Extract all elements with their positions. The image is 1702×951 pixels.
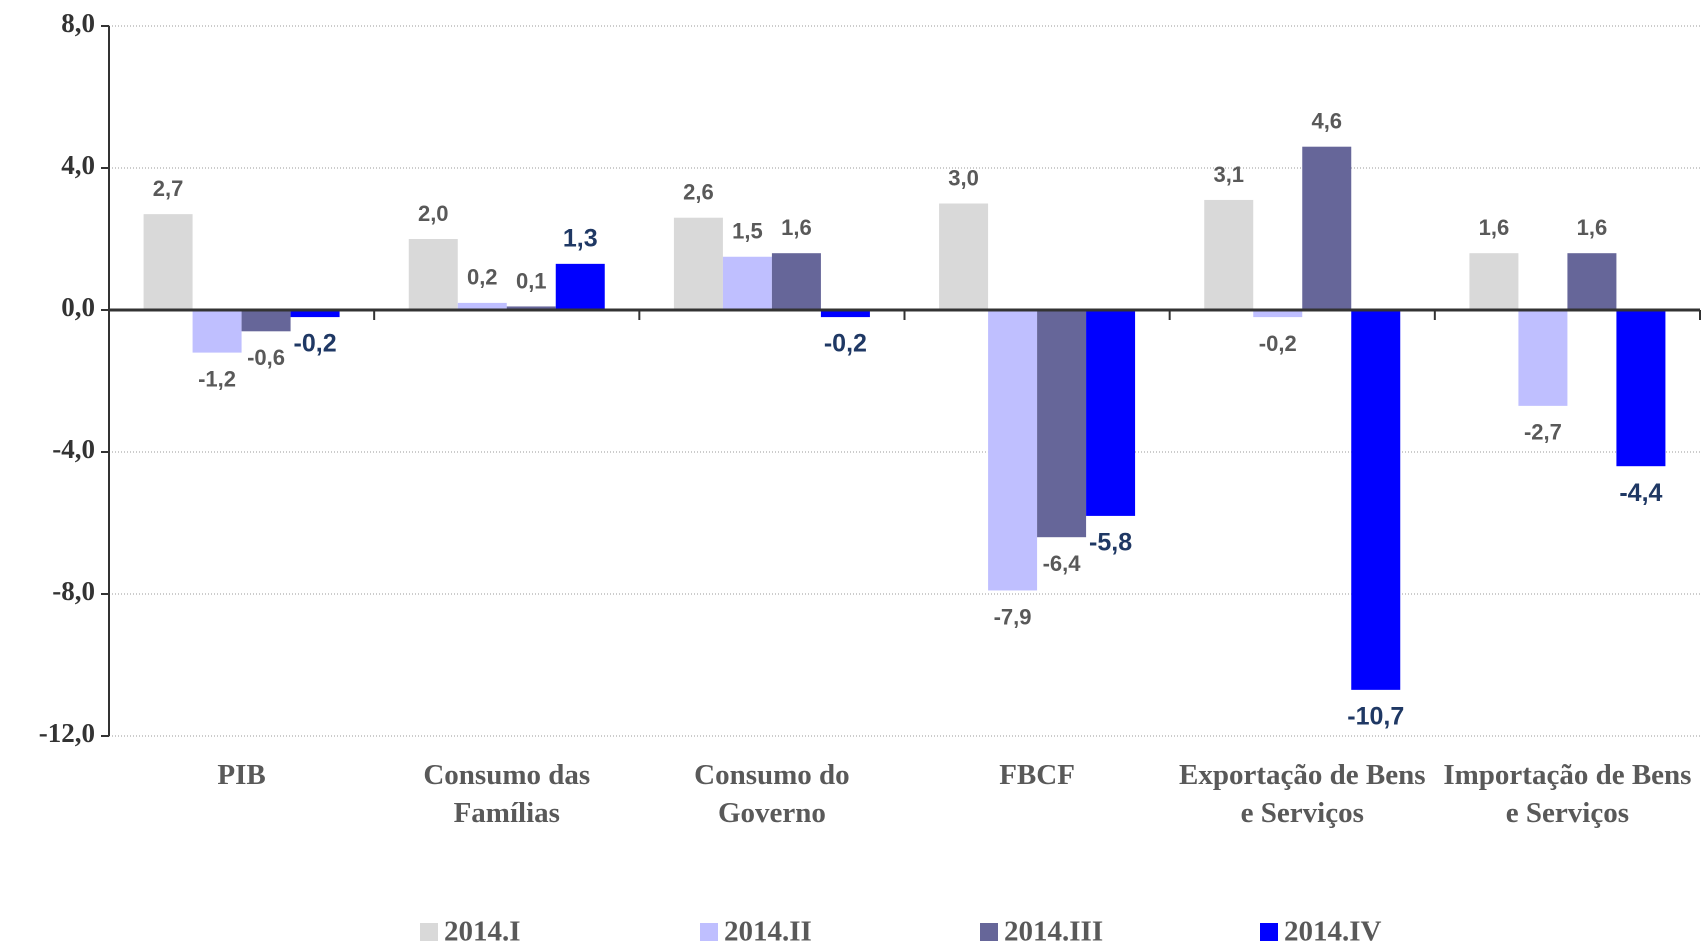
x-tick-label: Consumo das Famílias — [423, 759, 591, 829]
bar — [1567, 253, 1617, 310]
value-label: 2,6 — [683, 180, 714, 205]
x-tick-label: Consumo do Governo — [694, 759, 850, 829]
y-tick-label: 8,0 — [61, 8, 95, 38]
value-label: -5,8 — [1089, 529, 1132, 557]
legend-swatch — [1260, 923, 1278, 941]
bar — [555, 263, 605, 310]
value-label: -0,6 — [247, 345, 285, 370]
bar — [722, 256, 772, 310]
bar — [820, 310, 870, 318]
value-label: 2,7 — [153, 176, 184, 201]
value-label: -6,4 — [1043, 551, 1082, 576]
x-tick-label: PIB — [217, 759, 266, 791]
value-label: 1,6 — [781, 215, 812, 240]
bar — [1037, 310, 1087, 538]
bar — [1351, 310, 1401, 690]
legend-swatch — [980, 923, 998, 941]
bar — [1253, 310, 1303, 318]
value-label: 3,0 — [948, 165, 979, 190]
legend-label: 2014.IV — [1284, 916, 1382, 948]
bar — [673, 217, 723, 310]
y-tick-label: 4,0 — [61, 150, 95, 180]
value-label: 1,3 — [563, 224, 598, 252]
value-label: 0,1 — [516, 268, 547, 293]
value-label: -4,4 — [1619, 479, 1662, 507]
value-label: -0,2 — [294, 330, 337, 358]
bar — [290, 310, 340, 318]
value-label: 1,6 — [1577, 215, 1608, 240]
bar — [1616, 310, 1666, 467]
value-label: 4,6 — [1311, 109, 1342, 134]
bar — [939, 203, 989, 310]
value-label: 0,2 — [467, 265, 498, 290]
legend-swatch — [420, 923, 438, 941]
value-label: -10,7 — [1347, 702, 1404, 730]
value-label: 1,5 — [732, 219, 763, 244]
y-tick-label: -4,0 — [52, 434, 95, 464]
bar — [771, 253, 821, 310]
value-label: 1,6 — [1479, 215, 1510, 240]
bar — [1086, 310, 1136, 516]
bar — [506, 306, 556, 310]
value-label: -0,2 — [824, 330, 867, 358]
bar — [1302, 146, 1352, 310]
value-label: -1,2 — [198, 366, 236, 391]
y-tick-label: 0,0 — [61, 292, 95, 322]
bar — [1204, 199, 1254, 310]
value-label: -7,9 — [994, 604, 1032, 629]
bar — [1469, 253, 1519, 310]
value-label: -2,7 — [1524, 420, 1562, 445]
bar — [143, 214, 193, 310]
value-label: 3,1 — [1213, 162, 1244, 187]
y-tick-label: -12,0 — [39, 718, 95, 748]
bar — [408, 239, 458, 310]
bar — [1518, 310, 1568, 406]
bar — [241, 310, 291, 332]
value-label: -0,2 — [1259, 331, 1297, 356]
x-tick-label: Importação de Bens e Serviços — [1443, 759, 1692, 829]
bar — [988, 310, 1038, 591]
legend-label: 2014.III — [1004, 916, 1103, 948]
legend-label: 2014.II — [724, 916, 812, 948]
x-tick-label: Exportação de Bens e Serviços — [1179, 759, 1426, 829]
x-tick-label: FBCF — [999, 759, 1075, 791]
value-label: 2,0 — [418, 201, 449, 226]
bar — [457, 302, 507, 310]
bar — [192, 310, 242, 353]
legend-label: 2014.I — [444, 916, 521, 948]
y-tick-label: -8,0 — [52, 576, 95, 606]
legend-swatch — [700, 923, 718, 941]
